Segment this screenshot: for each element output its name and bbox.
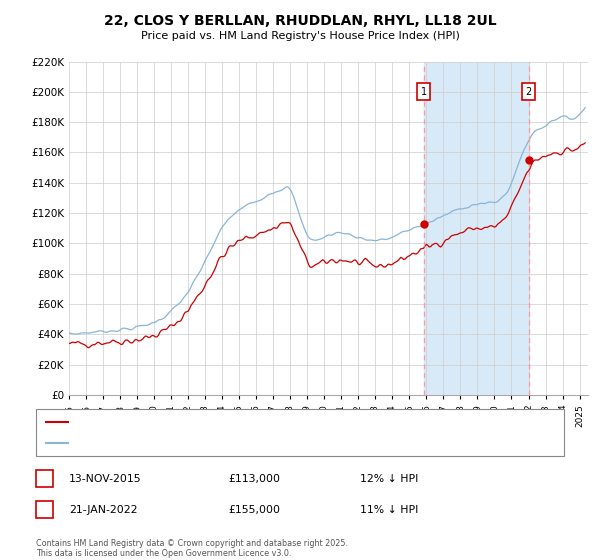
Text: 1: 1: [421, 87, 427, 97]
Text: 12% ↓ HPI: 12% ↓ HPI: [360, 474, 418, 484]
Text: 22, CLOS Y BERLLAN, RHUDDLAN, RHYL, LL18 2UL: 22, CLOS Y BERLLAN, RHUDDLAN, RHYL, LL18…: [104, 14, 496, 28]
Text: HPI: Average price, semi-detached house, Denbighshire: HPI: Average price, semi-detached house,…: [75, 438, 340, 447]
Text: 2: 2: [41, 505, 48, 515]
Text: 2: 2: [526, 87, 532, 97]
Text: 1: 1: [41, 474, 48, 484]
Text: Contains HM Land Registry data © Crown copyright and database right 2025.
This d: Contains HM Land Registry data © Crown c…: [36, 539, 348, 558]
Text: Price paid vs. HM Land Registry's House Price Index (HPI): Price paid vs. HM Land Registry's House …: [140, 31, 460, 41]
Text: 21-JAN-2022: 21-JAN-2022: [69, 505, 137, 515]
Bar: [424, 62, 529, 395]
Text: £113,000: £113,000: [228, 474, 280, 484]
Text: 11% ↓ HPI: 11% ↓ HPI: [360, 505, 418, 515]
Text: 13-NOV-2015: 13-NOV-2015: [69, 474, 142, 484]
Text: 22, CLOS Y BERLLAN, RHUDDLAN, RHYL, LL18 2UL (semi-detached house): 22, CLOS Y BERLLAN, RHUDDLAN, RHYL, LL18…: [75, 418, 426, 427]
Text: £155,000: £155,000: [228, 505, 280, 515]
